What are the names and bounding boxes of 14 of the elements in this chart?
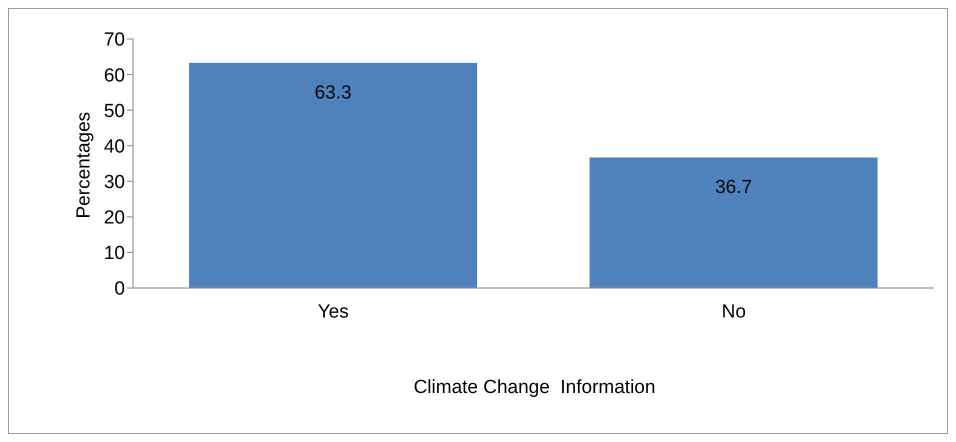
x-tick-label: No [722,301,746,322]
y-tick-label: 0 [114,278,125,300]
y-tick-label: 30 [104,172,125,194]
y-tick-label: 10 [104,243,125,264]
y-tick-label: 60 [104,65,125,86]
data-label: 36.7 [715,176,752,198]
y-tick-label: 50 [104,100,125,122]
y-tick-label: 40 [104,136,125,158]
x-axis-title: Climate Change Information [412,377,656,399]
y-axis-title: Percentages [74,112,95,218]
data-label: 63.3 [314,82,352,104]
y-tick-label: 20 [104,208,125,229]
y-tick-label: 70 [104,30,125,51]
x-tick-label: Yes [318,301,349,322]
